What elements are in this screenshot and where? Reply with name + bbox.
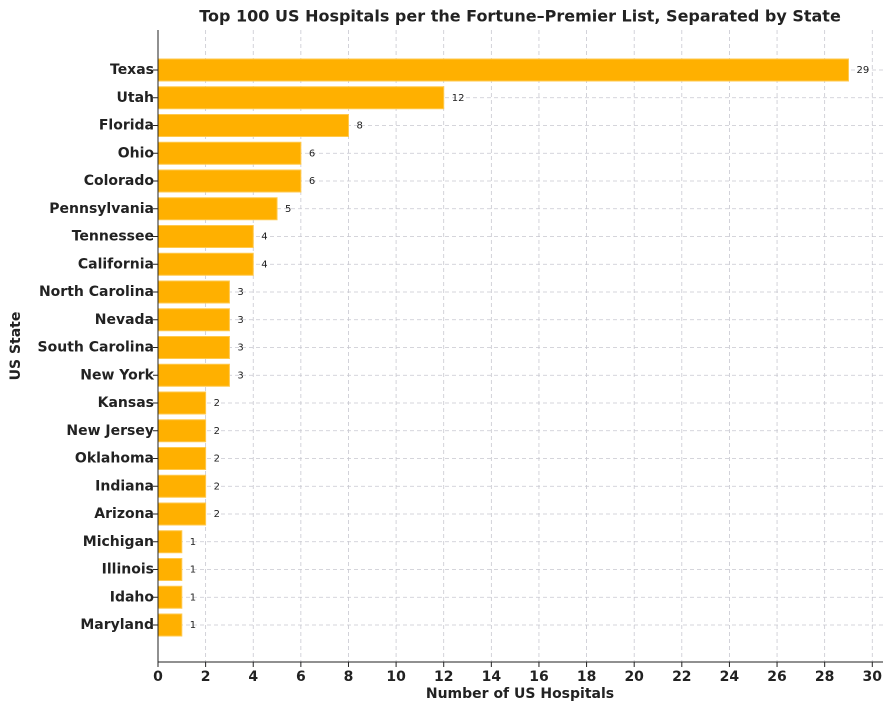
bar (157, 474, 207, 498)
value-label: 3 (237, 287, 243, 298)
value-label: 2 (214, 426, 220, 437)
x-tick-label: 22 (672, 669, 691, 685)
x-tick-label: 28 (815, 669, 834, 685)
value-label: 6 (309, 176, 315, 187)
value-label: 6 (309, 148, 315, 159)
y-tick-label: Tennessee (72, 229, 154, 245)
bar (157, 252, 254, 276)
bar (157, 613, 183, 637)
bar (157, 225, 254, 248)
bar (157, 86, 445, 110)
y-tick-label: North Carolina (39, 284, 154, 300)
y-axis-label: US State (8, 312, 24, 381)
value-label: 3 (237, 370, 243, 381)
value-label: 1 (190, 565, 196, 576)
value-label: 4 (261, 232, 267, 243)
x-tick-label: 14 (482, 669, 502, 685)
value-label: 8 (356, 121, 362, 132)
chart-title: Top 100 US Hospitals per the Fortune–Pre… (199, 7, 841, 26)
y-tick-label: Idaho (110, 589, 155, 605)
y-tick-label: Arizona (94, 506, 154, 522)
value-label: 1 (190, 592, 196, 603)
bar (157, 58, 849, 82)
x-tick-label: 26 (767, 669, 786, 685)
y-tick-label: Michigan (83, 534, 154, 550)
bar (157, 169, 302, 193)
bar (157, 447, 207, 470)
y-tick-label: Oklahoma (75, 451, 154, 467)
y-tick-label: Indiana (95, 478, 154, 494)
bar (157, 141, 302, 165)
y-tick-label: Illinois (102, 562, 154, 578)
y-tick-label: Pennsylvania (49, 201, 154, 217)
bar (157, 280, 230, 304)
y-tick-label: New Jersey (66, 423, 154, 439)
value-label: 3 (237, 315, 243, 326)
value-label: 2 (214, 398, 220, 409)
x-tick-label: 20 (624, 669, 644, 685)
y-tick-label: Colorado (84, 173, 155, 189)
value-label: 3 (237, 343, 243, 354)
bar (157, 197, 278, 221)
bar (157, 502, 207, 526)
x-tick-label: 0 (153, 669, 163, 685)
y-tick-label: New York (80, 367, 154, 383)
value-label: 5 (285, 204, 291, 215)
y-tick-label: Maryland (80, 617, 154, 633)
y-tick-label: Nevada (95, 312, 154, 328)
bar (157, 336, 230, 359)
y-tick-label: Utah (117, 90, 154, 106)
bar (157, 419, 207, 443)
y-tick-label: Kansas (98, 395, 154, 411)
y-tick-label: Ohio (118, 145, 155, 161)
y-tick-label: Texas (110, 62, 154, 78)
x-tick-label: 16 (529, 669, 548, 685)
x-tick-label: 18 (577, 669, 596, 685)
x-tick-label: 4 (248, 669, 258, 685)
value-label: 1 (190, 620, 196, 631)
bar (157, 363, 230, 387)
value-label: 1 (190, 537, 196, 548)
x-tick-label: 6 (296, 669, 306, 685)
y-tick-label: California (78, 256, 154, 272)
bar (157, 308, 230, 332)
value-label: 2 (214, 509, 220, 520)
value-label: 4 (261, 259, 267, 270)
y-tick-label: Florida (99, 118, 154, 134)
bar (157, 114, 349, 137)
x-tick-label: 8 (344, 669, 354, 685)
value-label: 29 (856, 65, 869, 76)
value-label: 2 (214, 481, 220, 492)
bar (157, 558, 183, 581)
x-tick-label: 12 (434, 669, 453, 685)
bar (157, 585, 183, 609)
x-tick-label: 2 (201, 669, 211, 685)
x-axis-label: Number of US Hospitals (426, 686, 614, 702)
x-tick-label: 10 (386, 669, 406, 685)
x-tick-label: 30 (863, 669, 883, 685)
y-tick-label: South Carolina (38, 340, 154, 356)
bar (157, 391, 207, 415)
value-label: 12 (452, 93, 465, 104)
value-label: 2 (214, 454, 220, 465)
bar (157, 530, 183, 554)
x-tick-label: 24 (720, 669, 740, 685)
